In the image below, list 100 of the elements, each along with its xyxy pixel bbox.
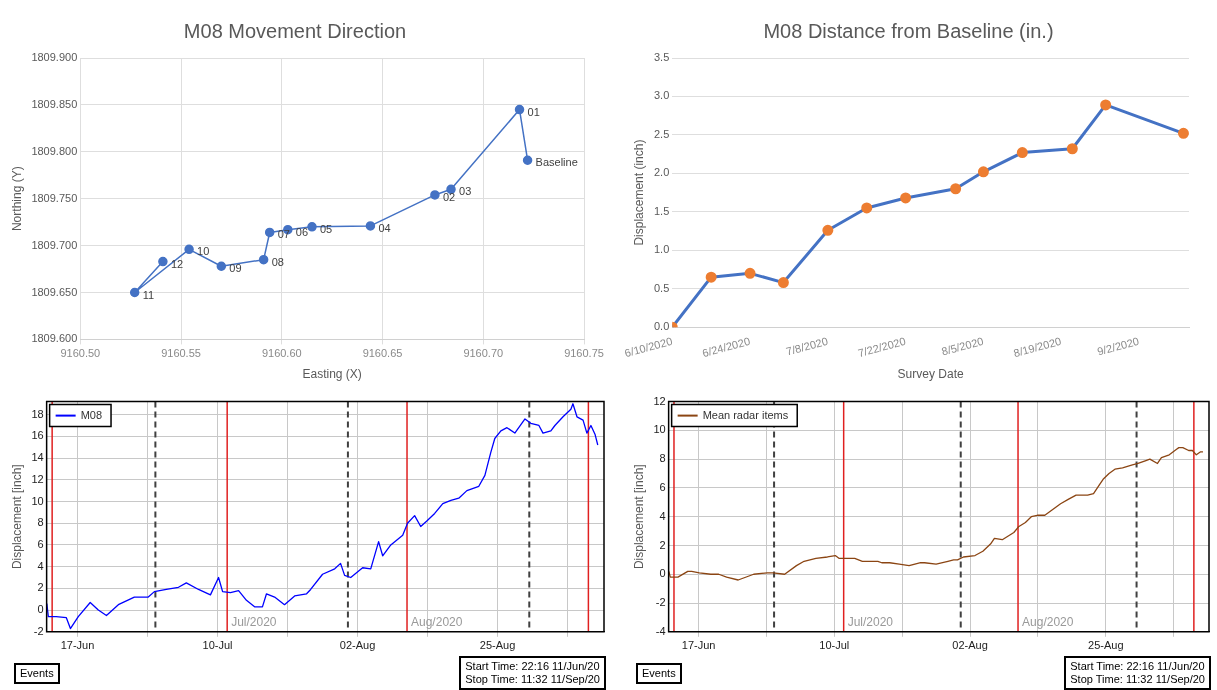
y-axis-title: Displacement [inch]: [631, 464, 646, 570]
y-axis-title: Northing (Y): [9, 166, 24, 232]
point: [307, 222, 317, 232]
x-tick-label: 25-Aug: [1088, 639, 1124, 652]
point: [365, 221, 376, 231]
x-tick-label: 17-Jun: [60, 639, 95, 652]
x-tick-label: 02-Aug: [339, 639, 376, 652]
point: [430, 190, 440, 200]
y-tick-label: 1809.650: [31, 285, 78, 298]
annotation: 02: [442, 190, 456, 203]
point: [184, 244, 194, 255]
point: [129, 287, 140, 298]
x-tick-label: 9160.65: [362, 347, 403, 360]
y-tick-label: 16: [31, 429, 44, 442]
y-tick-label: 0.5: [653, 281, 670, 294]
y-tick-label: 1.5: [653, 204, 670, 217]
x-tick-label: 9160.75: [564, 347, 604, 360]
annotation: 03: [459, 185, 472, 198]
point: [1177, 127, 1189, 139]
y-tick-label: 2: [659, 538, 666, 551]
y-tick-label: 12: [653, 394, 666, 407]
y-tick-label: 8: [659, 452, 666, 465]
point: [977, 166, 989, 178]
chart-title: M08 Distance from Baseline (in.): [763, 19, 1054, 42]
ref-line-label: Aug/2020: [1022, 615, 1074, 630]
ref-line-label: Aug/2020: [411, 615, 463, 630]
x-tick-label: 10-Jul: [202, 639, 233, 652]
annotation: 09: [229, 262, 242, 275]
annotation: Baseline: [535, 156, 578, 169]
y-tick-label: -4: [655, 624, 666, 637]
text: Start Time: 22:16 11/Jun/20: [1070, 660, 1205, 673]
point: [900, 192, 912, 204]
x-tick-label: 17-Jun: [681, 639, 716, 652]
y-tick-label: 6: [37, 537, 44, 550]
y-tick-label: 1809.850: [31, 97, 78, 110]
x-axis-title: Survey Date: [897, 367, 964, 382]
y-tick-label: 10: [31, 494, 44, 507]
y-tick-label: 12: [31, 472, 44, 485]
point: [822, 224, 834, 236]
text: Start Time: 22:16 11/Jun/20: [465, 660, 600, 673]
point: [744, 267, 756, 279]
y-tick-label: -2: [33, 624, 44, 637]
y-tick-label: 0: [37, 603, 44, 616]
y-tick-label: 0.0: [653, 320, 670, 333]
x-axis-title: Easting (X): [302, 367, 362, 382]
annotation: 04: [378, 221, 391, 234]
y-tick-label: 10: [653, 423, 666, 436]
annotation: 08: [271, 255, 284, 268]
legend-label: M08: [80, 408, 103, 421]
x-tick-label: 7/8/2020: [784, 334, 830, 358]
x-tick-label: 9160.60: [261, 347, 302, 360]
y-tick-label: 1809.600: [31, 332, 78, 345]
y-axis-title: Displacement [inch]: [9, 464, 24, 570]
point: [216, 261, 227, 271]
y-tick-label: 3.5: [653, 51, 670, 64]
annotation: 06: [295, 225, 309, 238]
y-tick-label: 1809.750: [31, 191, 78, 204]
text: Events: [14, 663, 60, 684]
ref-line-label: Jul/2020: [847, 615, 894, 630]
x-tick-label: 10-Jul: [819, 639, 850, 652]
point: [514, 104, 525, 115]
text: Events: [636, 663, 682, 684]
annotation: 01: [527, 105, 540, 118]
y-tick-label: 4: [37, 559, 44, 572]
x-tick-label: 9160.55: [161, 347, 201, 360]
annotation: 11: [142, 288, 155, 301]
y-tick-label: 2.5: [653, 127, 670, 140]
annotation: 07: [277, 228, 290, 241]
x-tick-label: 8/5/2020: [940, 334, 985, 358]
y-tick-label: 0: [659, 567, 666, 580]
y-tick-label: 1809.900: [31, 51, 78, 64]
x-tick-label: 02-Aug: [952, 639, 988, 652]
point: [705, 271, 717, 283]
x-tick-label: 9/2/2020: [1095, 334, 1141, 358]
point: [1100, 99, 1112, 111]
point: [264, 227, 275, 238]
y-tick-label: 2.0: [653, 166, 670, 179]
y-tick-label: 1.0: [653, 243, 670, 256]
text: Stop Time: 11:32 11/Sep/20: [1070, 673, 1205, 686]
chart-title: M08 Movement Direction: [183, 19, 407, 42]
annotation: 10: [197, 245, 210, 258]
point: [1066, 143, 1078, 155]
point: [777, 277, 789, 289]
annotation: 12: [170, 257, 184, 270]
y-tick-label: 1809.800: [31, 144, 78, 157]
y-tick-label: 1809.700: [31, 238, 78, 251]
y-tick-label: 6: [659, 480, 666, 493]
point: [522, 155, 533, 165]
y-tick-label: -2: [655, 596, 666, 609]
text: Stop Time: 11:32 11/Sep/20: [465, 673, 600, 686]
x-tick-label: 9160.70: [463, 347, 504, 360]
point: [861, 202, 873, 214]
y-tick-label: 8: [37, 516, 44, 529]
point: [258, 254, 269, 265]
x-tick-label: 9160.50: [60, 347, 101, 360]
y-tick-label: 3.0: [653, 89, 670, 102]
y-tick-label: 14: [31, 451, 44, 464]
y-axis-title: Displacement (inch): [632, 139, 647, 246]
legend-label: Mean radar items: [702, 408, 789, 421]
point: [950, 183, 962, 195]
